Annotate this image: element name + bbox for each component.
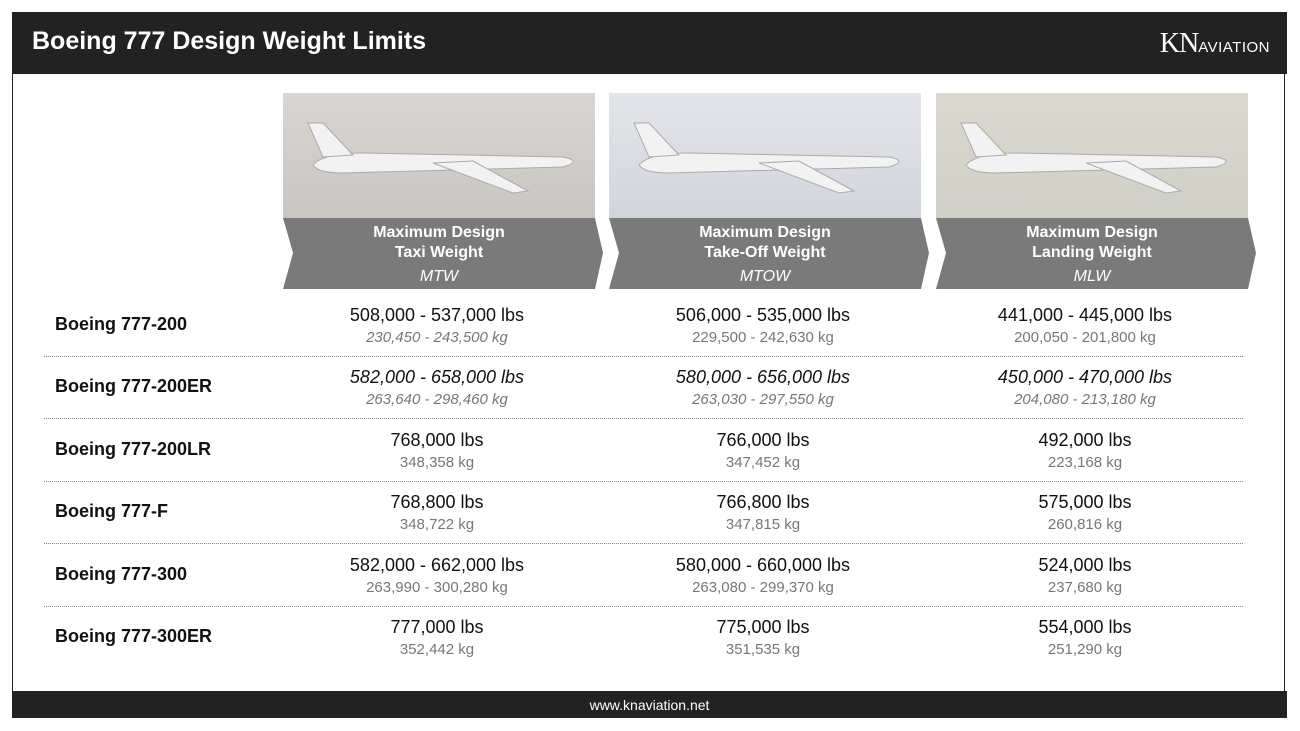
weight-lbs: 580,000 - 660,000 lbs — [675, 554, 851, 575]
weight-kg: 263,990 - 300,280 kg — [366, 578, 508, 596]
weight-lbs: 582,000 - 658,000 lbs — [349, 367, 525, 388]
column-title: Taxi Weight — [394, 244, 484, 261]
weight-kg: 347,815 kg — [725, 516, 801, 534]
airplane-illustration — [633, 122, 900, 194]
weight-kg: 251,290 kg — [1047, 641, 1123, 658]
column-banner — [609, 218, 929, 289]
weight-lbs: 768,000 lbs — [390, 429, 484, 450]
title: Boeing 777 Design Weight Limits — [32, 27, 427, 55]
weight-lbs: 580,000 - 656,000 lbs — [675, 367, 851, 388]
photo — [609, 93, 921, 219]
column-title: Take-Off Weight — [704, 244, 826, 261]
weight-lbs: 524,000 lbs — [1038, 554, 1132, 575]
column-header: Maximum Design Take-Off Weight MTOW — [609, 223, 921, 287]
row-name: Boeing 777-200LR — [55, 438, 212, 459]
column-abbr: MLW — [1073, 268, 1111, 285]
column-abbr: MTOW — [739, 268, 791, 285]
weight-lbs: 766,800 lbs — [716, 492, 810, 513]
weight-lbs: 450,000 - 470,000 lbs — [997, 367, 1173, 388]
weight-lbs: 777,000 lbs — [390, 617, 484, 637]
weight-kg: 230,450 - 243,500 kg — [366, 329, 508, 346]
logo: KNAVIATION — [1160, 28, 1270, 60]
weight-lbs: 775,000 lbs — [716, 617, 810, 637]
weight-kg: 263,030 - 297,550 kg — [692, 391, 834, 409]
weight-kg: 351,535 kg — [725, 641, 801, 658]
column-header: Maximum Design Landing Weight MLW — [936, 223, 1248, 287]
column-title: Landing Weight — [1032, 244, 1152, 261]
weight-lbs: 768,800 lbs — [390, 492, 484, 513]
row-name: Boeing 777-200ER — [55, 376, 213, 397]
airplane-illustration — [960, 122, 1227, 194]
column-header: Maximum Design Taxi Weight MTW — [283, 223, 595, 287]
weight-kg: 348,358 kg — [399, 453, 475, 471]
weight-kg: 204,080 - 213,180 kg — [1014, 391, 1156, 409]
column-title: Maximum Design — [1026, 224, 1158, 241]
weight-kg: 237,680 kg — [1047, 578, 1123, 596]
weight-kg: 263,080 - 299,370 kg — [692, 578, 834, 596]
column-banner — [936, 218, 1256, 289]
row-name: Boeing 777-F — [55, 501, 169, 522]
weight-lbs: 441,000 - 445,000 lbs — [997, 305, 1173, 325]
column-banner — [283, 218, 603, 289]
row-separator — [44, 605, 1243, 607]
row-separator — [44, 543, 1243, 545]
photo — [936, 93, 1248, 219]
footer: www.knaviation.net — [589, 697, 710, 713]
column-title: Maximum Design — [373, 224, 505, 241]
header-bar — [12, 12, 1287, 74]
row-separator — [44, 418, 1243, 420]
weight-kg: 352,442 kg — [399, 641, 475, 658]
row-name: Boeing 777-300ER — [55, 626, 213, 646]
column-title: Maximum Design — [699, 224, 831, 241]
weight-lbs: 508,000 - 537,000 lbs — [349, 305, 525, 325]
logo-main: KN — [1159, 28, 1199, 59]
footer-bar — [12, 691, 1287, 718]
weight-lbs: 766,000 lbs — [716, 429, 810, 450]
weight-kg: 263,640 - 298,460 kg — [366, 391, 508, 409]
row-name: Boeing 777-300 — [55, 563, 188, 584]
row-separator — [44, 356, 1243, 357]
row-name: Boeing 777-200 — [55, 314, 188, 334]
weight-kg: 347,452 kg — [725, 453, 801, 471]
photo — [283, 93, 595, 219]
weight-lbs: 582,000 - 662,000 lbs — [349, 554, 525, 575]
weight-lbs: 575,000 lbs — [1038, 492, 1132, 513]
weight-lbs: 492,000 lbs — [1038, 429, 1132, 450]
weight-kg: 223,168 kg — [1047, 453, 1123, 471]
weight-lbs: 554,000 lbs — [1038, 617, 1132, 637]
logo-sub: AVIATION — [1198, 39, 1270, 56]
weight-lbs: 506,000 - 535,000 lbs — [675, 305, 851, 325]
weight-kg: 229,500 - 242,630 kg — [692, 329, 834, 346]
column-abbr: MTW — [419, 268, 459, 285]
weight-kg: 348,722 kg — [399, 516, 475, 534]
row-separator — [44, 480, 1243, 482]
weight-kg: 260,816 kg — [1047, 516, 1123, 534]
weight-kg: 200,050 - 201,800 kg — [1014, 329, 1156, 346]
airplane-illustration — [307, 122, 574, 194]
